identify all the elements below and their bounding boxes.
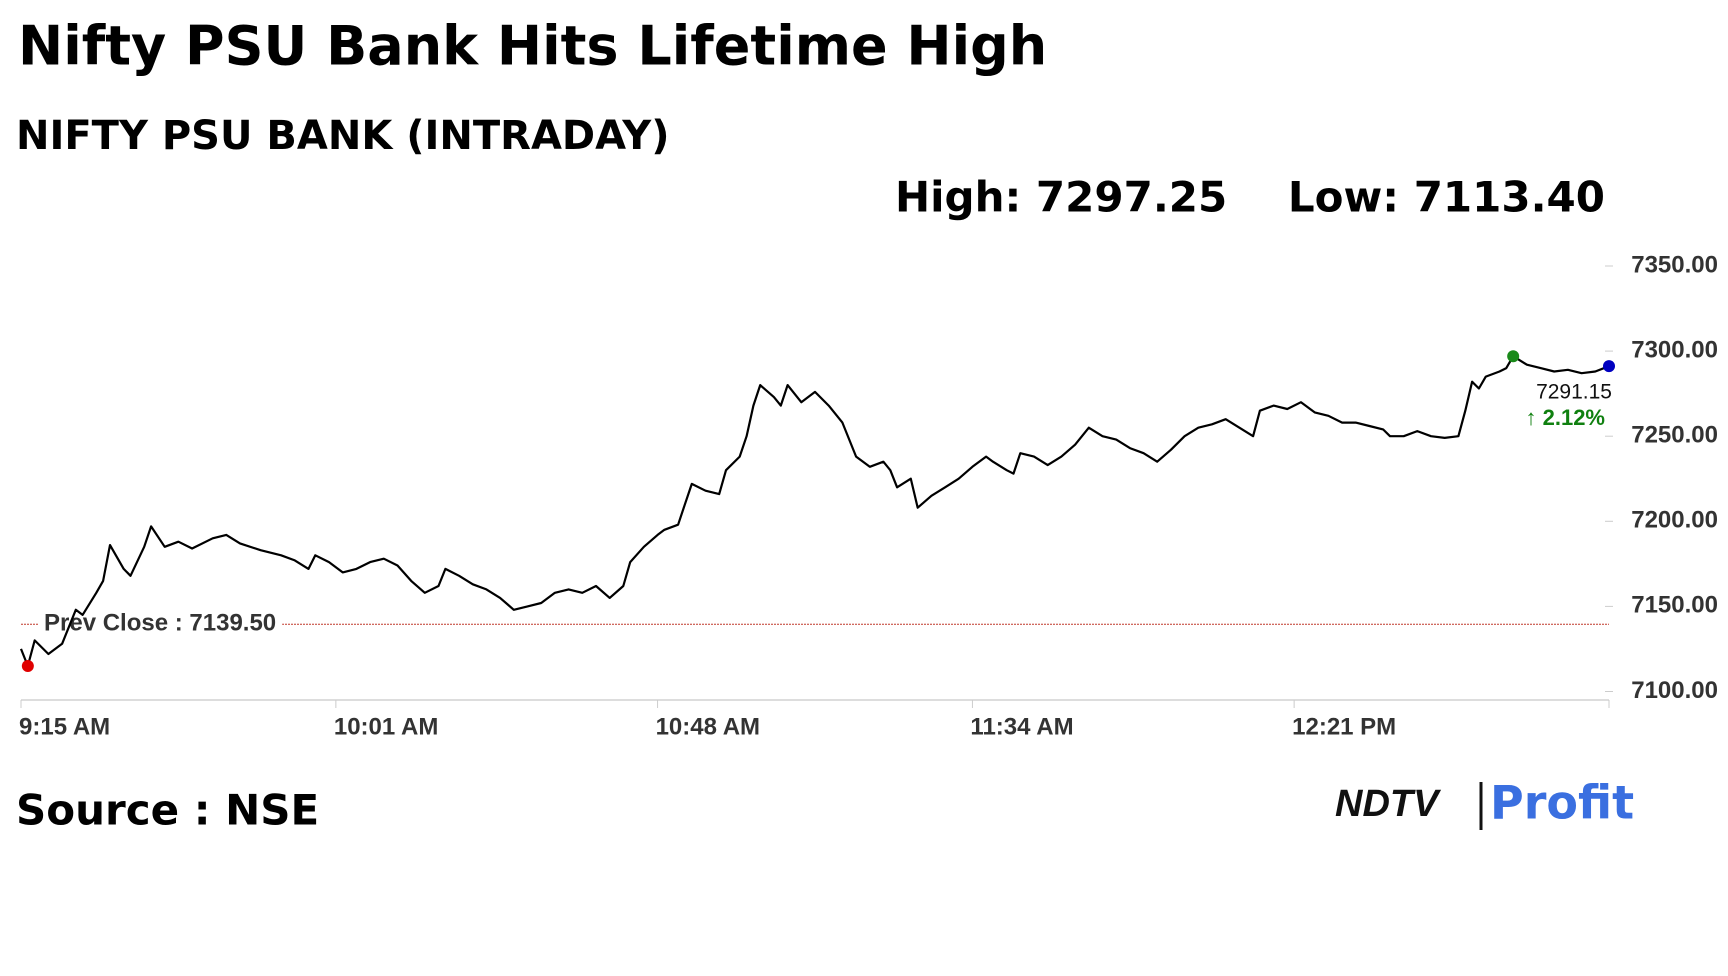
change-label: ↑ 2.12% <box>1526 405 1606 430</box>
x-tick-label: 9:15 AM <box>19 713 110 740</box>
y-tick-label: 7300.00 <box>1631 336 1718 363</box>
y-tick-label: 7100.00 <box>1631 677 1718 704</box>
prev-close-bg <box>38 609 283 637</box>
x-tick-label: 11:34 AM <box>970 713 1073 740</box>
y-tick-label: 7150.00 <box>1631 592 1718 619</box>
x-tick-label: 10:01 AM <box>334 713 438 740</box>
last-dot <box>1603 360 1615 373</box>
brand-profit: Profit <box>1490 776 1634 830</box>
chart-subtitle: NIFTY PSU BANK (INTRADAY) <box>16 113 670 159</box>
plot: 7100.00 7150.00 7200.00 7250.00 7300.00 7350.… <box>19 251 1718 740</box>
chart-title: Nifty PSU Bank Hits Lifetime High <box>18 15 1047 78</box>
x-tick-label: 12:21 PM <box>1292 713 1396 740</box>
low-dot <box>21 659 34 672</box>
y-tick-label: 7350.00 <box>1631 251 1718 278</box>
last-value-label: 7291.15 <box>1536 381 1612 404</box>
price-line <box>19 355 1610 668</box>
high-text: High: 7297.25 <box>895 173 1227 222</box>
source: Source : NSE <box>16 786 319 835</box>
brand-ndtv: NDTV <box>1335 783 1441 825</box>
y-tick-label: 7200.00 <box>1631 507 1718 534</box>
x-tick-label: 10:48 AM <box>656 713 760 740</box>
y-tick-label: 7250.00 <box>1631 422 1718 449</box>
prev-close-label: Prev Close : 7139.50 <box>44 610 276 637</box>
low-text: Low: 7113.40 <box>1288 173 1605 222</box>
high-dot <box>1507 350 1520 363</box>
